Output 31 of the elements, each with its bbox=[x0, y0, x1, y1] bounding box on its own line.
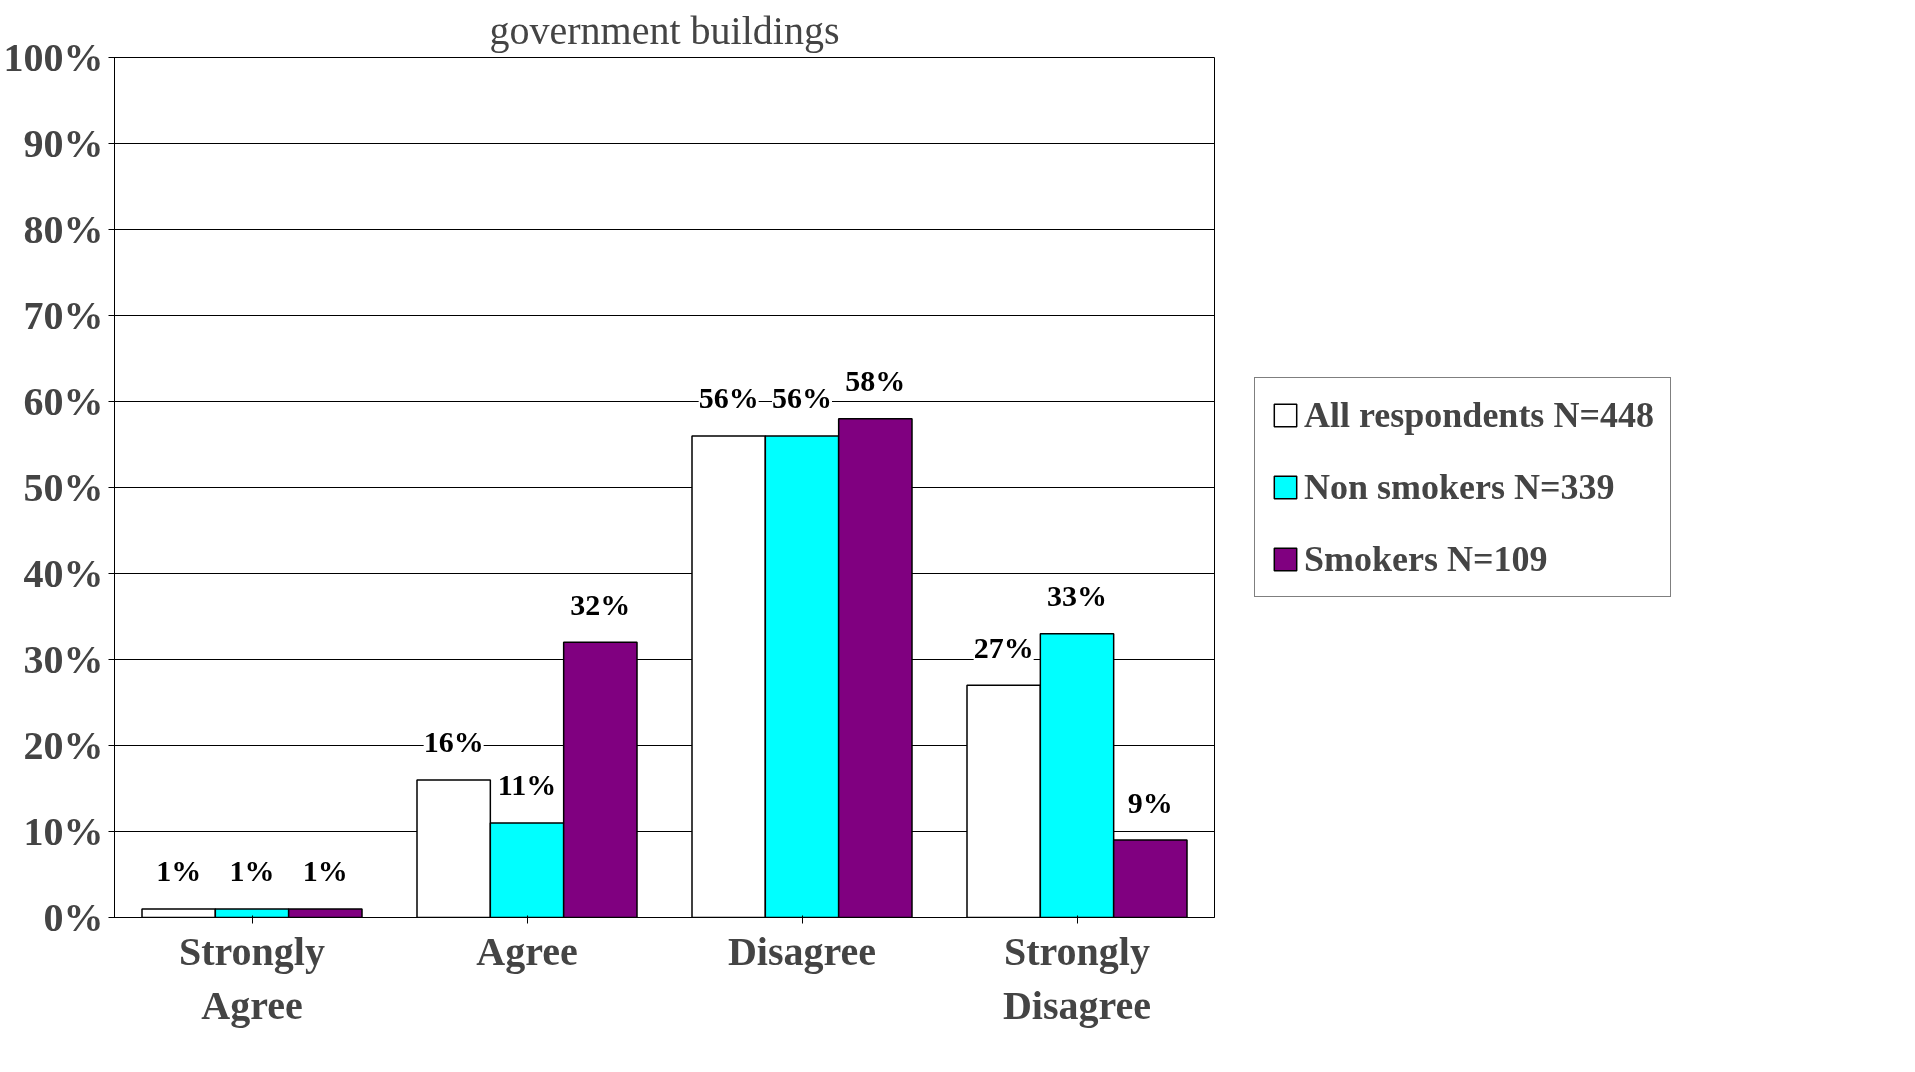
y-tick-label: 20% bbox=[23, 723, 104, 768]
legend-label: All respondents N=448 bbox=[1304, 394, 1654, 436]
data-label: 1% bbox=[302, 854, 348, 888]
data-label: 33% bbox=[1047, 579, 1107, 613]
y-tick-label: 100% bbox=[3, 35, 104, 80]
x-tick-label: Strongly Agree bbox=[179, 928, 325, 1028]
chart-title: government buildings bbox=[489, 7, 840, 53]
y-tick-label: 90% bbox=[23, 121, 104, 166]
legend-label: Smokers N=109 bbox=[1304, 538, 1548, 580]
x-tick-label: Agree bbox=[476, 928, 578, 974]
data-label: 58% bbox=[845, 364, 906, 398]
data-label: 56% bbox=[772, 381, 832, 415]
y-tick-label: 0% bbox=[43, 895, 104, 940]
x-tick-label: Disagree bbox=[727, 928, 877, 974]
data-label: 56% bbox=[698, 381, 759, 415]
y-tick-label: 70% bbox=[23, 293, 104, 338]
data-label: 1% bbox=[229, 854, 275, 888]
data-label: 27% bbox=[973, 630, 1034, 664]
data-label: 9% bbox=[1127, 785, 1173, 819]
legend-label: Non smokers N=339 bbox=[1304, 466, 1615, 508]
y-tick-label: 80% bbox=[23, 207, 104, 252]
y-tick-label: 50% bbox=[23, 465, 104, 510]
y-tick-label: 10% bbox=[23, 809, 104, 854]
y-tick-label: 60% bbox=[23, 379, 104, 424]
x-tick-label: Strongly Disagree bbox=[1002, 928, 1152, 1028]
data-label: 32% bbox=[570, 587, 631, 621]
y-tick-label: 30% bbox=[23, 637, 104, 682]
data-label: 1% bbox=[156, 854, 202, 888]
y-tick-label: 40% bbox=[23, 551, 104, 596]
data-label: 11% bbox=[497, 768, 557, 802]
data-label: 16% bbox=[423, 725, 484, 759]
